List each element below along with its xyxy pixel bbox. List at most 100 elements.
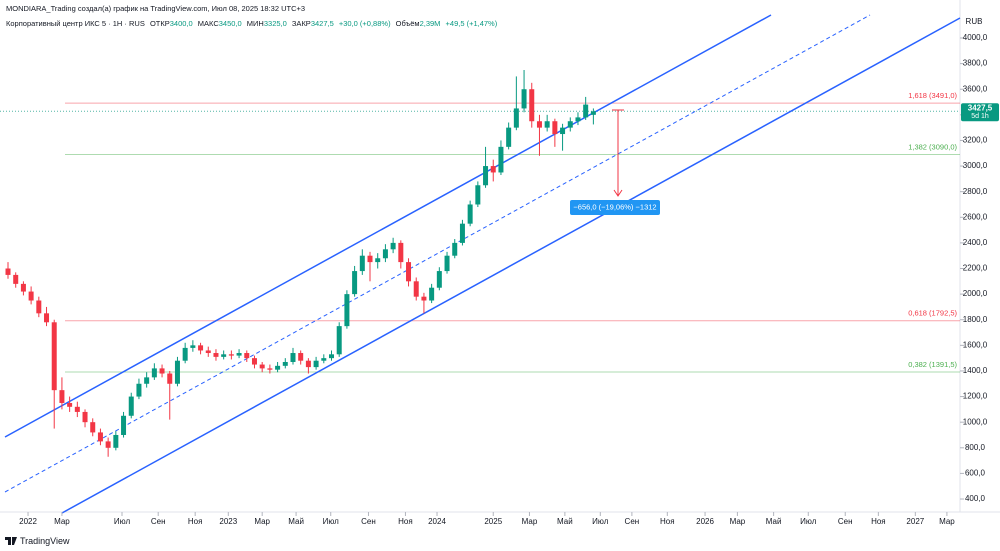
- candle-body: [267, 368, 273, 370]
- x-tick-label: Ноя: [871, 517, 886, 526]
- candle-body: [51, 322, 57, 391]
- x-tick-label: Мар: [254, 517, 270, 526]
- x-tick-label: Ноя: [660, 517, 675, 526]
- candle-body: [144, 377, 150, 384]
- candle-body: [213, 353, 219, 357]
- last-price-label: 3427,5: [968, 103, 993, 112]
- x-tick-label: Сен: [625, 517, 640, 526]
- candle-body: [536, 121, 542, 128]
- candle-body: [282, 361, 288, 366]
- x-tick-label: Ноя: [398, 517, 413, 526]
- candle-body: [467, 204, 473, 224]
- volume: 2,39M: [420, 19, 441, 28]
- y-tick-label: 2400,0: [963, 238, 988, 247]
- channel-upper: [4, 14, 772, 438]
- candle-body: [452, 242, 458, 256]
- legend-high: 3450,0: [219, 19, 242, 28]
- candle-body: [28, 291, 34, 301]
- x-tick-label: Ноя: [188, 517, 203, 526]
- x-tick-label: 2022: [19, 517, 37, 526]
- brand-logo: [5, 537, 17, 545]
- candle-body: [313, 360, 319, 368]
- legend-close-label: ЗАКР: [292, 19, 311, 28]
- candle-body: [567, 121, 573, 128]
- footer: [0, 532, 1000, 551]
- candles: [5, 70, 596, 457]
- candle-body: [59, 390, 65, 403]
- candle-body: [82, 411, 88, 423]
- candle-body: [259, 364, 265, 369]
- candle-body: [436, 271, 442, 288]
- candle-body: [560, 127, 566, 135]
- candle-body: [521, 89, 527, 109]
- candle-body: [67, 402, 73, 407]
- candle-body: [97, 432, 103, 442]
- x-tick-label: Июл: [800, 517, 817, 526]
- legend-line: Корпоративный центр ИКС 5 · 1Н · RUS ОТК…: [6, 19, 498, 28]
- candle-body: [544, 121, 550, 128]
- y-tick-label: 800,0: [965, 443, 986, 452]
- candle-body: [590, 111, 596, 115]
- candle-body: [336, 326, 342, 355]
- candle-body: [90, 422, 96, 433]
- candle-body: [475, 185, 481, 205]
- candle-body: [190, 345, 196, 348]
- last-price-tag: [961, 103, 999, 122]
- candle-body: [583, 104, 589, 118]
- y-tick-label: 3800,0: [963, 59, 988, 68]
- candle-body: [13, 274, 19, 284]
- candle-body: [167, 373, 173, 384]
- y-tick-label: 1400,0: [963, 366, 988, 375]
- legend-change: +30,0 (+0,88%): [339, 19, 391, 28]
- y-tick-label: 2600,0: [963, 212, 988, 221]
- countdown: 5d 1h: [971, 113, 989, 120]
- candle-body: [74, 406, 80, 412]
- y-tick-label: 600,0: [965, 469, 986, 478]
- candle-body: [413, 281, 419, 297]
- y-tick-label: 3600,0: [963, 84, 988, 93]
- currency: RUB: [966, 17, 983, 26]
- y-tick-label: 1800,0: [963, 315, 988, 324]
- x-tick-label: Июл: [323, 517, 340, 526]
- candle-body: [236, 353, 242, 356]
- candle-body: [552, 121, 558, 135]
- y-tick-label: 1000,0: [963, 417, 988, 426]
- candle-body: [36, 300, 42, 314]
- candle-body: [305, 360, 311, 368]
- y-tick-label: 1200,0: [963, 392, 988, 401]
- candle-body: [329, 354, 335, 359]
- x-tick-label: 2025: [484, 517, 502, 526]
- fib-level-label: 0,382 (1391,5): [908, 360, 957, 369]
- candle-body: [105, 441, 111, 448]
- x-tick-label: Май: [288, 517, 304, 526]
- candle-body: [321, 358, 327, 361]
- x-tick-label: 2023: [219, 517, 237, 526]
- volume-label: Объём: [396, 19, 420, 28]
- candle-body: [136, 383, 142, 397]
- y-tick-label: 2200,0: [963, 264, 988, 273]
- candle-body: [490, 166, 496, 173]
- candle-body: [244, 353, 250, 359]
- legend-high-label: МАКС: [198, 19, 220, 28]
- candle-body: [344, 294, 350, 327]
- x-tick-label: Сен: [361, 517, 376, 526]
- x-tick-label: Май: [557, 517, 573, 526]
- channel-lower: [61, 17, 961, 514]
- x-tick-label: Май: [766, 517, 782, 526]
- candle-body: [251, 358, 257, 365]
- x-tick-label: Сен: [151, 517, 166, 526]
- x-tick-label: 2027: [906, 517, 924, 526]
- legend-low-label: МИН: [247, 19, 264, 28]
- candle-body: [221, 354, 227, 357]
- candle-body: [459, 223, 465, 243]
- candle-body: [406, 262, 412, 282]
- candle-body: [174, 360, 180, 384]
- x-tick-label: Июл: [114, 517, 131, 526]
- candle-body: [228, 354, 234, 356]
- candle-body: [398, 242, 404, 263]
- volume-change: +49,5 (+1,47%): [446, 19, 498, 28]
- x-tick-label: Мар: [522, 517, 538, 526]
